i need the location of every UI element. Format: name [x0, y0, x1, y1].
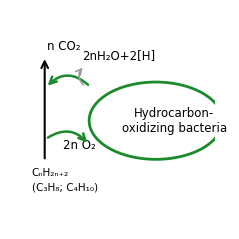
- Text: 2n O₂: 2n O₂: [63, 139, 96, 152]
- Text: 2nH₂O+2[H]: 2nH₂O+2[H]: [82, 49, 155, 62]
- Text: (C₃H₈; C₄H₁₀): (C₃H₈; C₄H₁₀): [32, 182, 98, 192]
- Text: Hydrocarbon-
oxidizing bacteria: Hydrocarbon- oxidizing bacteria: [122, 107, 227, 135]
- Text: CₙH₂ₙ₊₂: CₙH₂ₙ₊₂: [32, 168, 69, 178]
- Text: n CO₂: n CO₂: [47, 40, 80, 53]
